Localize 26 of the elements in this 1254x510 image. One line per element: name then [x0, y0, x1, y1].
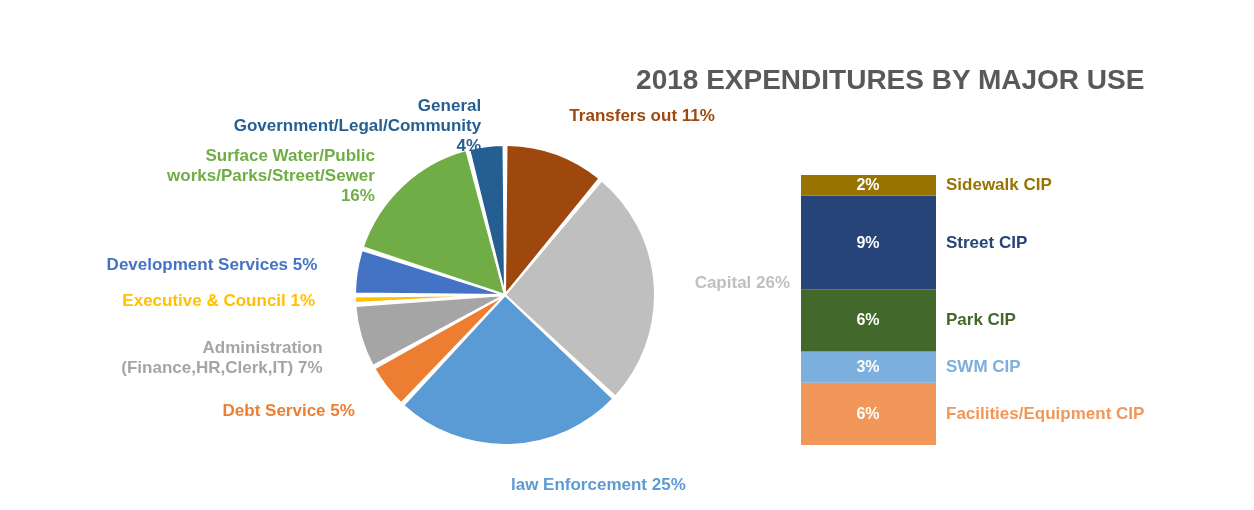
series-label: Sidewalk CIP	[946, 175, 1052, 195]
slice-label: Development Services 5%	[106, 255, 318, 275]
data-label: 9%	[856, 233, 880, 251]
slice-label: Surface Water/Public works/Parks/Street/Sewer	[166, 146, 376, 186]
bar	[801, 289, 936, 352]
slice-label: Executive & Council 1%	[122, 290, 316, 310]
series-label: SWM CIP	[946, 357, 1021, 377]
bar	[801, 351, 936, 383]
slice-label: Transfers out 11%	[569, 106, 715, 126]
bar	[801, 175, 936, 196]
data-label: 16%	[340, 186, 375, 206]
slice-label: Debt Service 5%	[222, 401, 355, 421]
slice-label: Administration (Finance,HR,Clerk,IT) 7%	[121, 338, 323, 378]
series-label: Street CIP	[946, 232, 1028, 252]
slice-label: Capital 26%	[694, 273, 791, 293]
bar	[801, 382, 936, 445]
data-label: 2%	[856, 176, 880, 194]
slice-label: law Enforcement 25%	[510, 474, 686, 494]
data-label: 6%	[856, 404, 880, 422]
series-label: Park CIP	[946, 310, 1016, 330]
data-label: 6%	[856, 311, 880, 329]
bar	[801, 195, 936, 290]
text: 2018 EXPENDITURES BY MAJOR USE	[636, 64, 1145, 95]
data-label: 3%	[856, 358, 880, 376]
slice-label: General Government/Legal/Community	[233, 96, 482, 136]
series-label: Facilities/Equipment CIP	[946, 403, 1145, 423]
